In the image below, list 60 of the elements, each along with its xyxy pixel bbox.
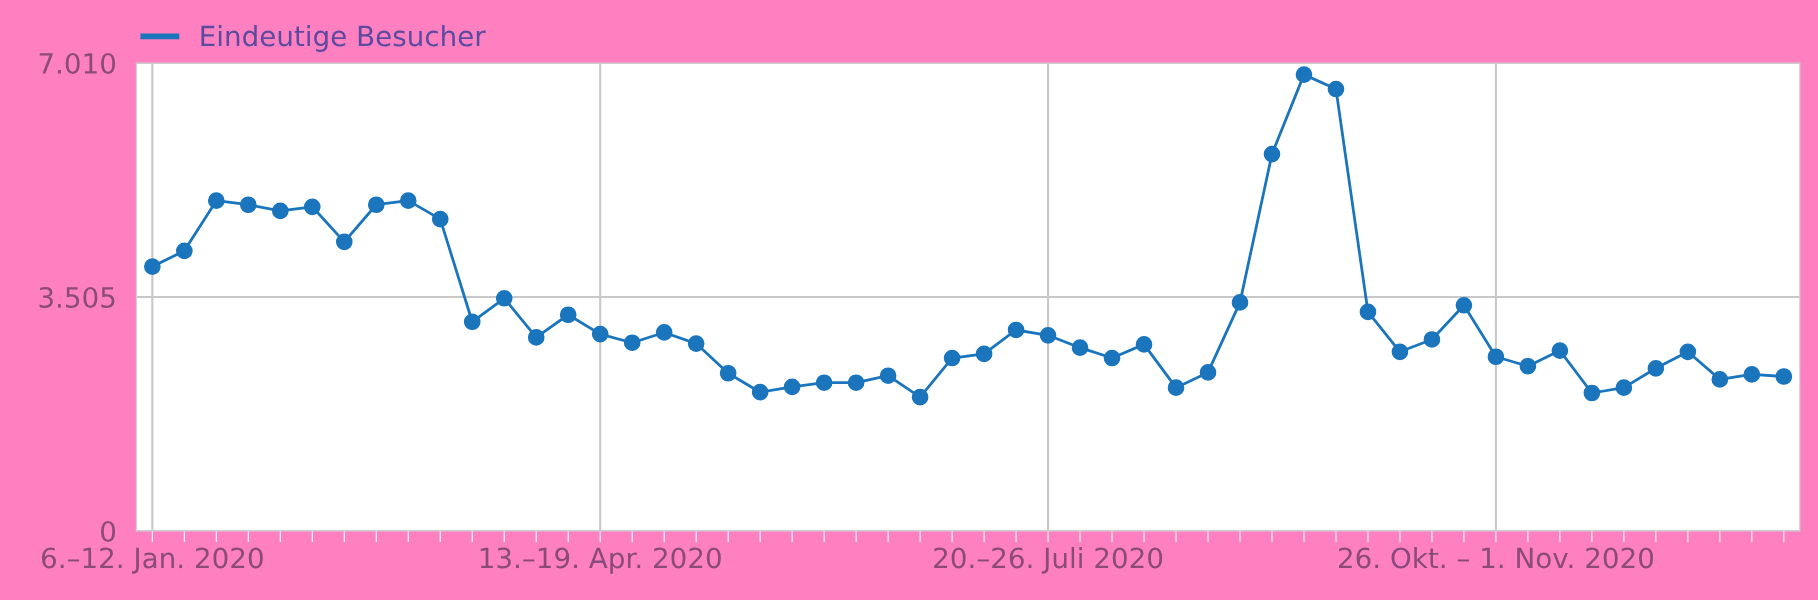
point [239,196,257,214]
point [207,192,225,209]
point [144,258,161,275]
point [176,242,193,260]
point [1487,348,1505,366]
point [1455,296,1473,314]
point [367,196,385,214]
point [271,202,289,220]
point [1551,342,1569,359]
point [591,325,609,343]
point [1583,384,1601,402]
point [431,210,449,228]
point [303,198,321,216]
point [815,374,833,392]
point [655,324,673,341]
point [1359,303,1377,321]
point [1679,343,1697,361]
point [623,334,641,352]
point [719,364,737,382]
point [1423,331,1441,348]
point [1615,379,1633,396]
x-tick-label: 6.–12. Jan. 2020 [42,547,263,574]
point [879,367,897,385]
point [1327,80,1345,98]
legend-label: Eindeutige Besucher [201,25,486,52]
point [975,345,993,363]
point [1295,66,1313,83]
y-tick-label: 7.010 [39,52,116,74]
point [1647,359,1665,377]
point [1039,326,1057,344]
point [943,349,961,367]
point [1135,336,1153,353]
point [1711,371,1729,388]
point [335,233,353,251]
point [783,378,801,396]
point [1103,349,1121,367]
x-tick-label: 26. Okt. – 1. Nov. 2020 [1338,546,1654,569]
point [1199,364,1217,381]
point [1775,368,1793,385]
point [1007,321,1025,339]
point [559,306,577,324]
point [527,329,545,346]
point [751,383,769,401]
point [847,374,865,392]
point [1519,357,1537,375]
point [1071,339,1089,357]
x-tick-label: 20.–26. Juli 2020 [934,546,1163,574]
y-tick-label: 3.505 [39,286,115,308]
point [1263,145,1281,163]
point [687,335,705,352]
point [1391,343,1409,361]
point [463,313,481,331]
point [495,289,513,307]
point [399,192,417,209]
point [1743,366,1761,383]
x-tick-label: 13.–19. Apr. 2020 [480,547,721,574]
y-tick-label: 0 [101,520,116,542]
point [1231,294,1249,311]
point [1167,379,1185,396]
point [911,388,929,406]
